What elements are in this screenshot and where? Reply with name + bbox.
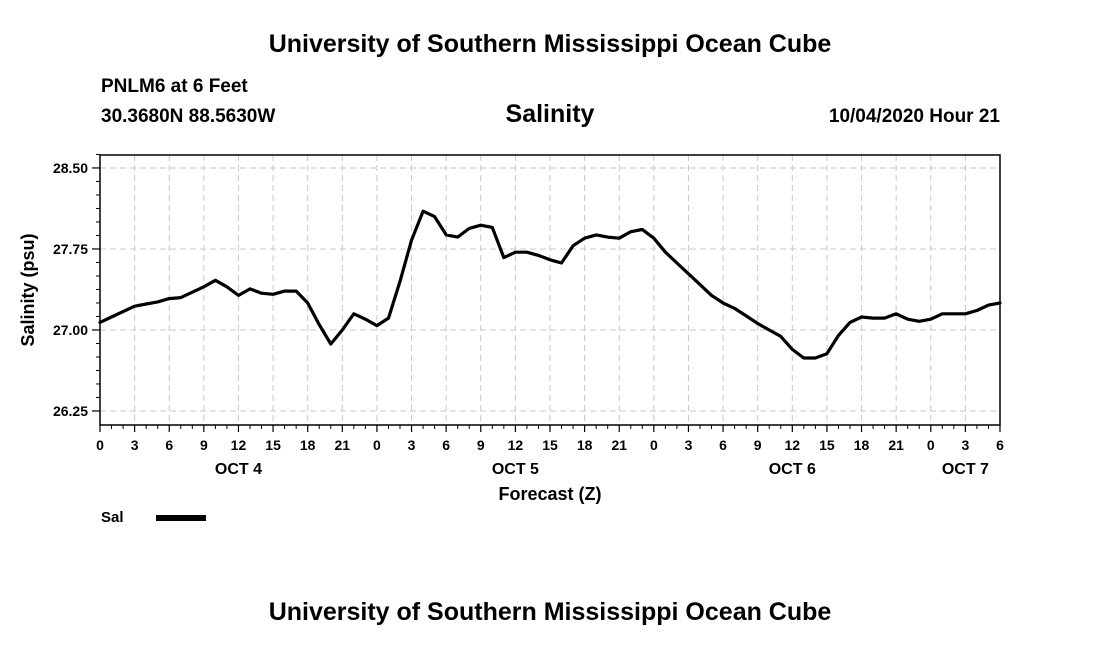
x-tick-label: 21 — [888, 437, 904, 453]
x-tick-label: 12 — [785, 437, 801, 453]
x-tick-label: 6 — [165, 437, 173, 453]
y-tick-label: 28.50 — [53, 160, 88, 176]
day-label: OCT 4 — [215, 461, 262, 478]
x-tick-label: 21 — [611, 437, 627, 453]
day-label: OCT 7 — [942, 461, 989, 478]
x-tick-label: 0 — [373, 437, 381, 453]
x-tick-label: 12 — [231, 437, 247, 453]
x-tick-label: 9 — [477, 437, 485, 453]
x-tick-label: 0 — [927, 437, 935, 453]
day-label: OCT 6 — [769, 461, 816, 478]
x-tick-label: 3 — [408, 437, 416, 453]
x-axis-title: Forecast (Z) — [498, 484, 601, 504]
x-tick-label: 3 — [131, 437, 139, 453]
x-tick-label: 3 — [961, 437, 969, 453]
axes: 26.25 27.00 27.75 28.50 0 3 6 9 12 15 18 21 0 3 6 9 12 15… — [18, 153, 1004, 504]
x-tick-label: 3 — [685, 437, 693, 453]
x-tick-label: 18 — [854, 437, 870, 453]
x-tick-label: 9 — [200, 437, 208, 453]
x-tick-label: 18 — [577, 437, 593, 453]
y-tick-label: 27.00 — [53, 322, 88, 338]
x-tick-label: 15 — [265, 437, 281, 453]
day-label: OCT 5 — [492, 461, 539, 478]
x-tick-label: 12 — [508, 437, 524, 453]
chart-title: Salinity — [505, 100, 595, 128]
x-tick-label: 9 — [754, 437, 762, 453]
forecast-datetime: 10/04/2020 Hour 21 — [828, 106, 1000, 127]
x-tick-label: 21 — [335, 437, 351, 453]
footer-title: University of Southern Mississippi Ocean… — [268, 598, 832, 626]
legend: Sal — [101, 509, 206, 526]
y-tick-label: 27.75 — [53, 241, 88, 257]
legend-label: Sal — [101, 509, 124, 526]
x-tick-label: 0 — [650, 437, 658, 453]
header-title: University of Southern Mississippi Ocean… — [268, 30, 832, 58]
x-tick-label: 18 — [300, 437, 316, 453]
x-tick-label: 15 — [542, 437, 558, 453]
x-tick-label: 0 — [96, 437, 104, 453]
x-tick-label: 6 — [442, 437, 450, 453]
series-layer — [98, 209, 1002, 360]
station-label: PNLM6 at 6 Feet — [101, 76, 248, 97]
x-tick-label: 6 — [996, 437, 1004, 453]
x-tick-label: 6 — [719, 437, 727, 453]
y-axis-title: Salinity (psu) — [18, 233, 38, 346]
station-coordinates: 30.3680N 88.5630W — [101, 106, 276, 127]
series-line-sal — [98, 209, 1002, 360]
y-tick-label: 26.25 — [53, 403, 88, 419]
grid — [100, 155, 1000, 425]
legend-line-swatch — [155, 514, 206, 521]
x-tick-label: 15 — [819, 437, 835, 453]
